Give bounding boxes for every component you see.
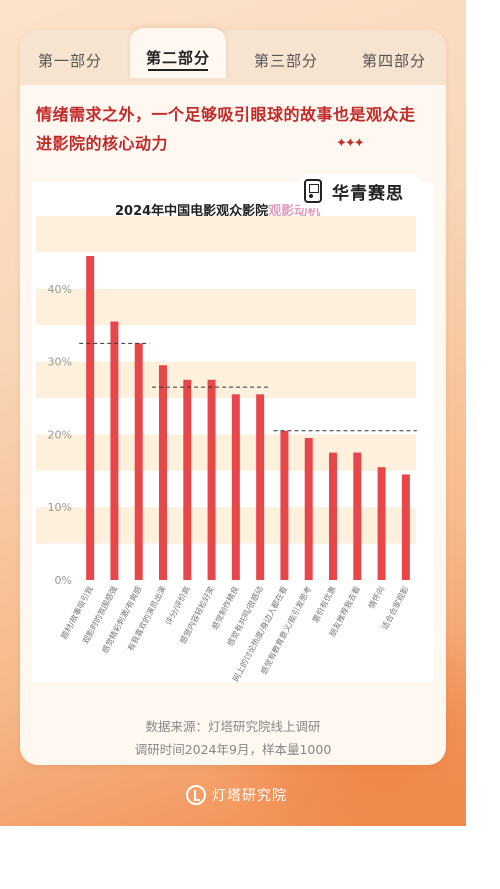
tab-part-3[interactable]: 第三部分 (253, 51, 318, 70)
grid-band (36, 361, 416, 398)
grid-band (36, 507, 416, 544)
x-category-label: 情怀向 (366, 584, 386, 610)
bar (353, 452, 362, 580)
x-category-label: 票价有优惠 (310, 584, 338, 624)
section-heading: 情绪需求之外，一个足够吸引眼球的故事也是观众走进影院的核心动力 (36, 105, 416, 153)
bar (256, 394, 265, 580)
tab-part-4[interactable]: 第四部分 (361, 51, 426, 70)
y-tick-label: 0% (55, 574, 72, 587)
y-tick-label: 20% (48, 428, 72, 441)
bar (159, 365, 167, 580)
brand-footer: 灯塔研究院 (186, 785, 287, 805)
y-tick-label: 10% (48, 501, 72, 514)
brand-name: 灯塔研究院 (212, 788, 287, 804)
chart-title-main: 2024年中国电影观众影院 (115, 204, 269, 219)
brand-icon (186, 785, 206, 805)
bar (183, 379, 192, 580)
bar (304, 438, 313, 580)
bar (231, 394, 240, 580)
bar (401, 474, 410, 580)
bar (110, 321, 119, 580)
bar (280, 430, 289, 580)
bar (207, 379, 216, 580)
tab-part-2[interactable]: 第二部分 (130, 28, 226, 78)
logo-icon (304, 179, 322, 203)
section-tabs: 第一部分 第二部分 第三部分 第四部分 (20, 28, 446, 80)
logo-name: 华青赛思 (332, 183, 404, 204)
tab-strip (20, 30, 446, 85)
watermark-logo: 华青赛思 (300, 174, 420, 208)
bar (329, 452, 337, 580)
grid-band (36, 434, 416, 471)
y-tick-label: 30% (48, 356, 72, 369)
x-category-label: 评分/评价高 (163, 584, 192, 626)
grid-band (36, 288, 416, 326)
bar (134, 343, 143, 580)
grid-band (36, 215, 416, 253)
y-tick-label: 40% (48, 283, 72, 296)
bar (377, 467, 386, 580)
source-line: 数据来源：灯塔研究院线上调研 (145, 719, 321, 734)
sparkle-decoration: ✦✦✦ (336, 136, 365, 151)
bar (86, 256, 95, 580)
tab-part-1[interactable]: 第一部分 (37, 51, 102, 70)
survey-line: 调研时间2024年9月，样本量1000 (134, 742, 332, 757)
